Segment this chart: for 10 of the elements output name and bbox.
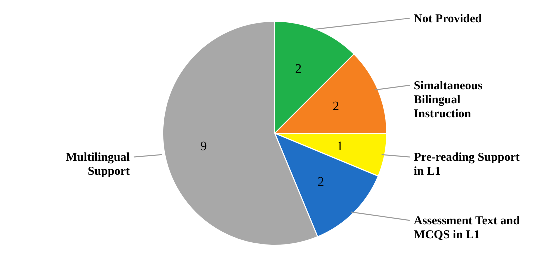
data-label: 2	[332, 98, 340, 114]
data-label: 2	[295, 60, 302, 76]
slice-label: Simaltaneous Bilingual Instruction	[414, 78, 484, 121]
slice-label: Not Provided	[414, 11, 482, 26]
slice-label: Pre-reading Support in L1	[414, 150, 520, 178]
data-label: 1	[336, 138, 344, 154]
data-label: 2	[318, 174, 324, 190]
slice-label: Multilingual Support	[66, 150, 131, 178]
slice-label: Assessment Text and MCQS in L1	[414, 214, 520, 242]
data-label: 9	[200, 138, 208, 154]
